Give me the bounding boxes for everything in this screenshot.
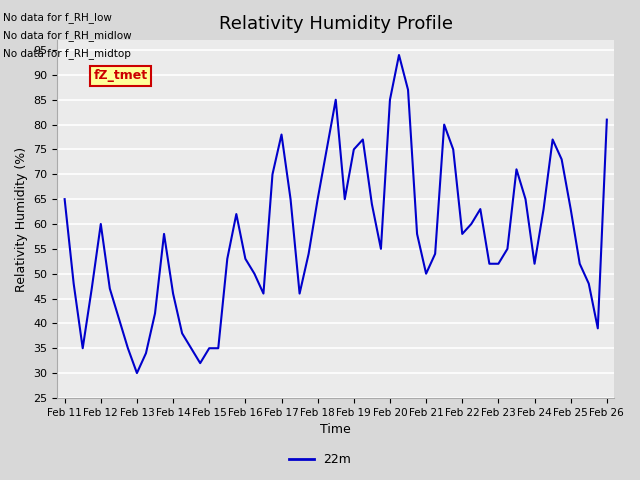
Text: No data for f_RH_midlow: No data for f_RH_midlow xyxy=(3,30,132,41)
Y-axis label: Relativity Humidity (%): Relativity Humidity (%) xyxy=(15,146,28,291)
Legend: 22m: 22m xyxy=(284,448,356,471)
Text: No data for f_RH_midtop: No data for f_RH_midtop xyxy=(3,48,131,60)
Text: No data for f_RH_low: No data for f_RH_low xyxy=(3,12,112,23)
Title: Relativity Humidity Profile: Relativity Humidity Profile xyxy=(219,15,452,33)
X-axis label: Time: Time xyxy=(321,423,351,436)
Text: fZ_tmet: fZ_tmet xyxy=(93,70,148,83)
